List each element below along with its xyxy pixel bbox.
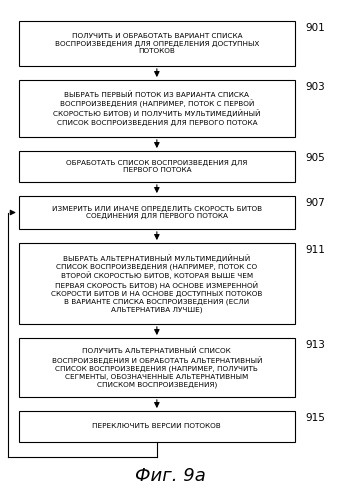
Bar: [19, 21, 295, 66]
Text: ПОЛУЧИТЬ АЛЬТЕРНАТИВНЫЙ СПИСОК
ВОСПРОИЗВЕДЕНИЯ И ОБРАБОТАТЬ АЛЬТЕРНАТИВНЫЙ
СПИСО: ПОЛУЧИТЬ АЛЬТЕРНАТИВНЫЙ СПИСОК ВОСПРОИЗВ…: [51, 348, 262, 388]
Text: 915: 915: [305, 413, 325, 423]
Text: Фиг. 9а: Фиг. 9а: [135, 467, 206, 485]
Text: 911: 911: [305, 245, 325, 255]
Bar: [19, 196, 295, 229]
Text: 907: 907: [305, 198, 325, 208]
Text: ВЫБРАТЬ АЛЬТЕРНАТИВНЫЙ МУЛЬТИМЕДИЙНЫЙ
СПИСОК ВОСПРОИЗВЕДЕНИЯ (НАПРИМЕР, ПОТОК СО: ВЫБРАТЬ АЛЬТЕРНАТИВНЫЙ МУЛЬТИМЕДИЙНЫЙ СП…: [51, 254, 263, 313]
Text: 913: 913: [305, 340, 325, 350]
Text: ИЗМЕРИТЬ ИЛИ ИНАЧЕ ОПРЕДЕЛИТЬ СКОРОСТЬ БИТОВ
СОЕДИНЕНИЯ ДЛЯ ПЕРВОГО ПОТОКА: ИЗМЕРИТЬ ИЛИ ИНАЧЕ ОПРЕДЕЛИТЬ СКОРОСТЬ Б…: [52, 206, 262, 220]
Text: ВЫБРАТЬ ПЕРВЫЙ ПОТОК ИЗ ВАРИАНТА СПИСКА
ВОСПРОИЗВЕДЕНИЯ (НАПРИМЕР, ПОТОК С ПЕРВО: ВЫБРАТЬ ПЕРВЫЙ ПОТОК ИЗ ВАРИАНТА СПИСКА …: [53, 91, 261, 126]
Text: 903: 903: [305, 82, 325, 92]
Bar: [19, 338, 295, 397]
Bar: [19, 151, 295, 182]
Bar: [19, 411, 295, 442]
Text: ОБРАБОТАТЬ СПИСОК ВОСПРОИЗВЕДЕНИЯ ДЛЯ
ПЕРВОГО ПОТОКА: ОБРАБОТАТЬ СПИСОК ВОСПРОИЗВЕДЕНИЯ ДЛЯ ПЕ…: [66, 160, 248, 173]
Text: 901: 901: [305, 23, 325, 33]
Bar: [19, 243, 295, 324]
Text: ПЕРЕКЛЮЧИТЬ ВЕРСИИ ПОТОКОВ: ПЕРЕКЛЮЧИТЬ ВЕРСИИ ПОТОКОВ: [92, 424, 221, 430]
Bar: [19, 80, 295, 137]
Text: 905: 905: [305, 153, 325, 163]
Text: ПОЛУЧИТЬ И ОБРАБОТАТЬ ВАРИАНТ СПИСКА
ВОСПРОИЗВЕДЕНИЯ ДЛЯ ОПРЕДЕЛЕНИЯ ДОСТУПНЫХ
П: ПОЛУЧИТЬ И ОБРАБОТАТЬ ВАРИАНТ СПИСКА ВОС…: [55, 33, 259, 54]
